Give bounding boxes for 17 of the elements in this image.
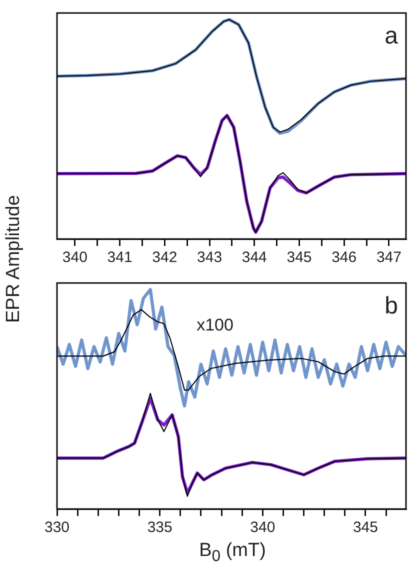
x-tick-label: 345 xyxy=(352,519,378,536)
x-tick-label: 340 xyxy=(62,249,88,266)
annotation: x100 xyxy=(196,316,234,335)
x-tick-label: 345 xyxy=(286,249,312,266)
x-tick-label: 330 xyxy=(44,519,70,536)
x-axis-title: B$_{0}$ (mT) xyxy=(198,540,267,566)
x-tick-label: 340 xyxy=(250,519,276,536)
x-tick-label: 335 xyxy=(147,519,172,536)
x-tick-label: 344 xyxy=(242,249,267,266)
x-tick-label: 343 xyxy=(197,249,222,266)
x-tick-label: 341 xyxy=(107,249,132,266)
annotation: a xyxy=(384,22,399,50)
x-tick-label: 346 xyxy=(332,249,357,266)
x-tick-label: 342 xyxy=(152,249,178,266)
x-tick-label: 347 xyxy=(376,249,402,266)
annotation: b xyxy=(384,292,398,320)
y-axis-title: EPR Amplitude xyxy=(3,194,25,325)
